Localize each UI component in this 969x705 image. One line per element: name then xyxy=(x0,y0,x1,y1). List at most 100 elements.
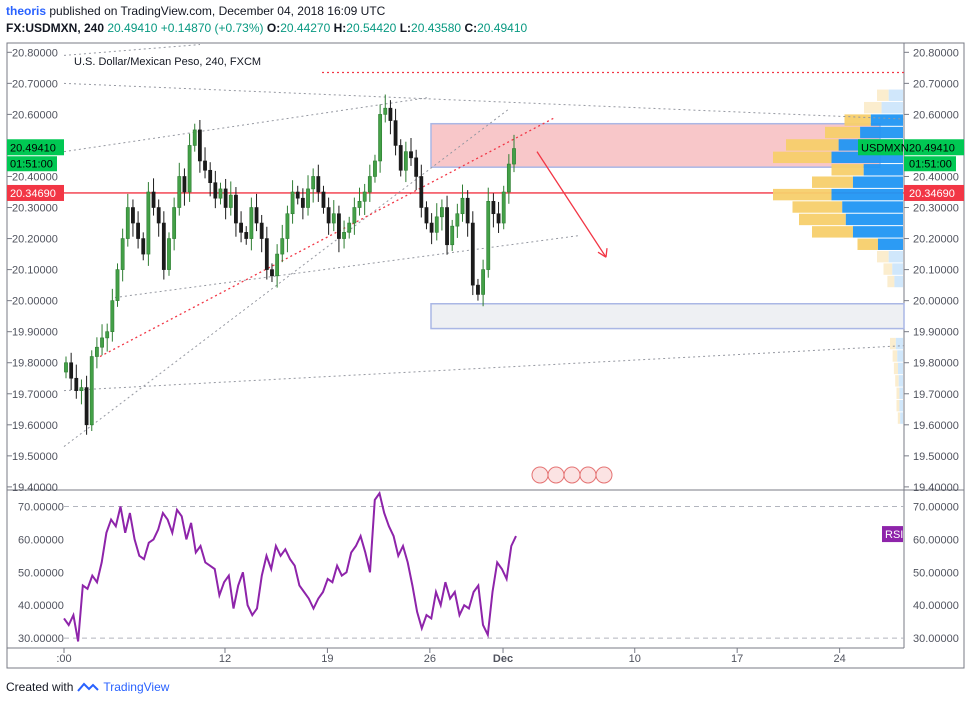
volume-profile-bar xyxy=(812,176,853,188)
candle-body xyxy=(357,201,362,208)
volume-profile-bar xyxy=(857,238,878,250)
price-tags: 20.4941001:51:0020.4941001:51:00USDMXN20… xyxy=(7,139,964,543)
tradingview-brand-link[interactable]: TradingView xyxy=(103,680,170,694)
volume-profile-bar xyxy=(799,213,846,226)
event-icons[interactable] xyxy=(531,466,613,484)
price-tick-label: 20.40000 xyxy=(913,171,959,183)
symbol-interval: FX:USDMXN, 240 xyxy=(6,21,105,35)
level-tag-left xyxy=(7,184,64,201)
volume-profile-bar xyxy=(792,201,843,213)
symbol-tag-text: USDMXN xyxy=(861,142,909,154)
candle-body xyxy=(120,238,125,270)
projection-arrow-line xyxy=(536,151,607,258)
candle-body xyxy=(177,176,182,208)
candle-body xyxy=(203,160,207,171)
us-flag-icon[interactable] xyxy=(547,466,565,484)
price-change: +0.14870 (+0.73%) xyxy=(160,21,264,35)
rising-support-trendline xyxy=(99,116,556,358)
author-link[interactable]: theoris xyxy=(6,4,47,18)
volume-profile-bar xyxy=(894,275,903,288)
volume-profile-bar xyxy=(890,337,896,350)
candle-body xyxy=(192,129,197,146)
price-tick-label-left: 20.70000 xyxy=(12,78,58,90)
us-flag-icon[interactable] xyxy=(595,466,613,484)
low-label: L: xyxy=(399,21,412,35)
rsi-badge xyxy=(882,526,903,543)
volume-profile-bar xyxy=(897,412,901,424)
rsi-tick-label: 60.00000 xyxy=(913,534,959,546)
price-tick-label-left: 19.80000 xyxy=(12,358,58,370)
volume-profile-bar xyxy=(877,238,903,250)
volume-profile-bar xyxy=(896,399,900,412)
trendline xyxy=(63,82,905,120)
us-flag-icon[interactable] xyxy=(579,466,597,484)
candle-body xyxy=(352,207,357,224)
candle-body xyxy=(486,201,491,270)
candle-body xyxy=(285,213,290,239)
trendlines xyxy=(63,44,905,447)
time-tick-label: Dec xyxy=(493,653,513,665)
candle-body xyxy=(321,191,326,208)
rsi-tick-label: 40.00000 xyxy=(913,600,959,612)
candle-body xyxy=(69,362,74,379)
candle-body xyxy=(182,176,187,193)
candle-body xyxy=(398,145,403,171)
rsi-grid xyxy=(64,505,904,639)
price-tick-label-left: 20.20000 xyxy=(12,234,58,246)
price-tick-label: 19.60000 xyxy=(913,420,959,432)
price-tick-label: 19.80000 xyxy=(913,358,959,370)
level-tag-text-left: 20.34690 xyxy=(10,188,56,200)
us-flag-icon[interactable] xyxy=(563,466,581,484)
candle-body xyxy=(187,145,192,193)
rsi-line xyxy=(63,490,517,642)
price-tick-label-left: 19.70000 xyxy=(12,389,58,401)
price-tick-label: 19.90000 xyxy=(913,327,959,339)
volume-profile-bar xyxy=(899,387,903,399)
candle-body xyxy=(89,356,94,426)
time-axis[interactable]: :00 12 19 26 Dec 10 17 24 xyxy=(56,648,846,665)
rsi-series xyxy=(63,490,517,642)
candle-body xyxy=(218,188,223,199)
candle-body xyxy=(440,207,444,218)
last-price-tag-right xyxy=(904,139,964,156)
candle-body xyxy=(280,238,285,255)
candle-body xyxy=(151,191,156,208)
candle-body xyxy=(105,331,110,339)
trendline xyxy=(63,345,905,392)
candle-body xyxy=(445,207,449,246)
volume-profile-bar xyxy=(898,375,903,387)
price-tick-label-left: 19.60000 xyxy=(12,420,58,432)
price-tick-label: 20.60000 xyxy=(913,109,959,121)
candle-body xyxy=(125,207,130,239)
volume-profile-bar xyxy=(888,89,903,101)
volume-profile-bar xyxy=(825,126,861,139)
candle-body xyxy=(167,238,171,270)
price-tick-label-left: 20.60000 xyxy=(12,109,58,121)
time-tick-label: 10 xyxy=(629,653,641,665)
open-label: O: xyxy=(266,21,281,35)
candle-body xyxy=(450,225,455,246)
volume-profile-bar xyxy=(899,399,903,412)
candle-body xyxy=(393,120,398,146)
candle-body xyxy=(306,188,310,208)
close-label: C: xyxy=(464,21,478,35)
candle-body xyxy=(275,253,280,277)
volume-profile-bar xyxy=(896,387,900,399)
candle-body xyxy=(367,176,372,193)
price-tick-label-left: 19.90000 xyxy=(12,327,58,339)
volume-profile-bar xyxy=(883,263,893,275)
candle-body xyxy=(223,188,228,208)
volume-profile-bar xyxy=(877,89,889,101)
publish-info: published on TradingView.com, December 0… xyxy=(49,4,386,18)
countdown-tag-text-left: 01:51:00 xyxy=(10,158,53,170)
candle-body xyxy=(424,207,429,224)
candle-body xyxy=(239,222,243,233)
candle-body xyxy=(115,269,120,301)
us-flag-icon[interactable] xyxy=(531,466,549,484)
candle-body xyxy=(172,207,177,239)
candle-body xyxy=(506,163,511,193)
rsi-axis[interactable]: 70.00000 70.00000 60.00000 60.00000 50.00000… xyxy=(18,501,959,645)
candle-body xyxy=(455,213,460,227)
high-label: H: xyxy=(333,21,347,35)
